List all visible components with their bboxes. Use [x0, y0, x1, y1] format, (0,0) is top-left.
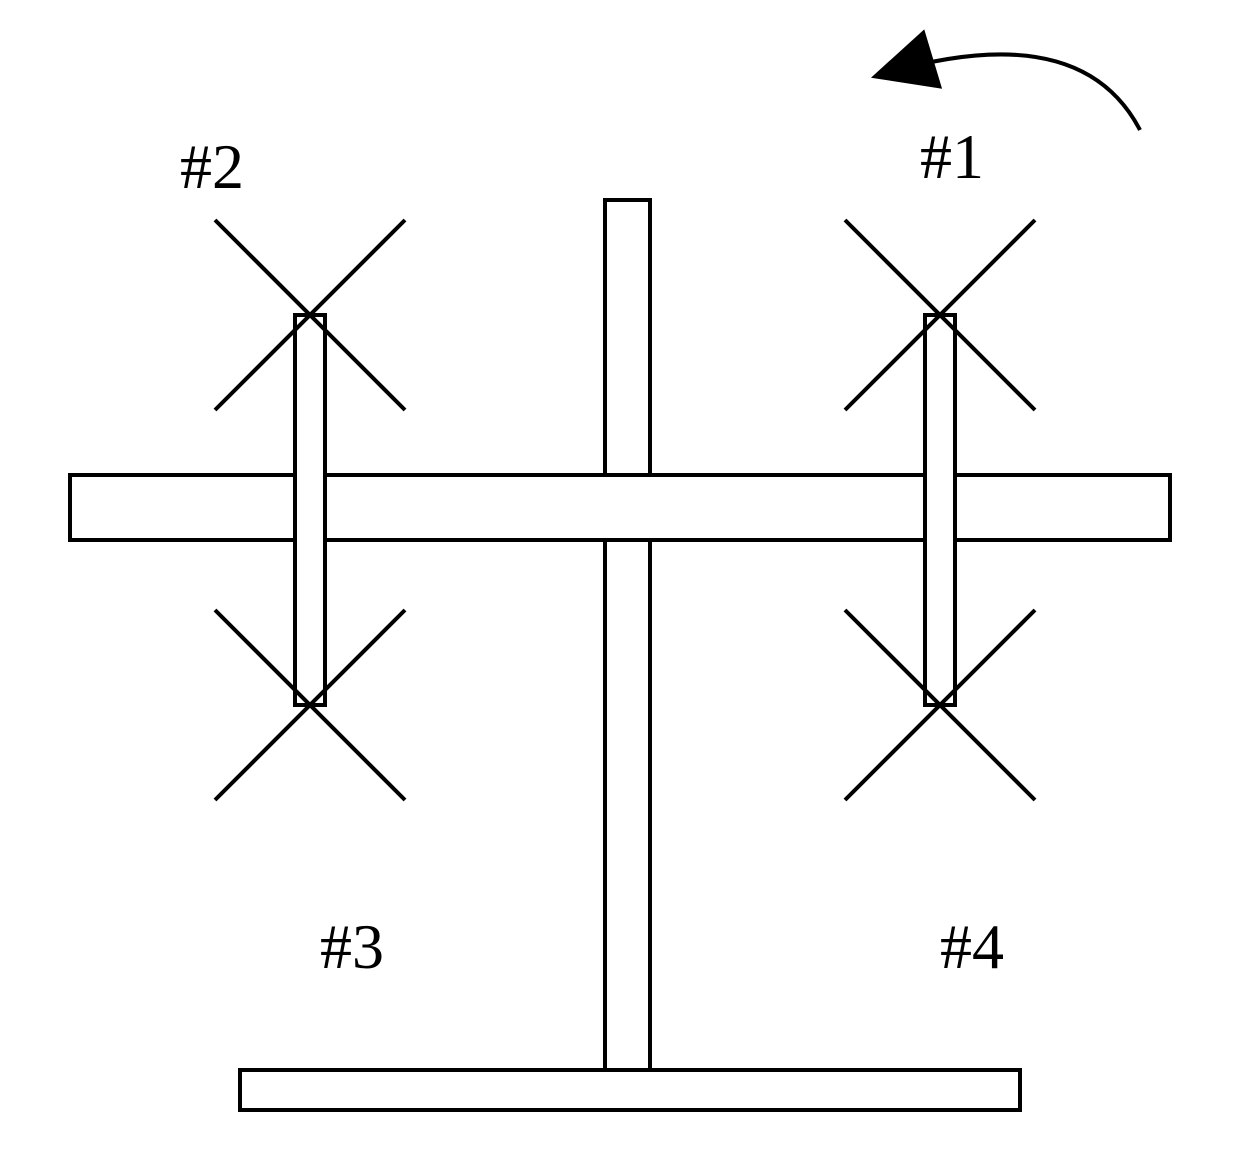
label-2: #2 — [180, 130, 244, 204]
label-3: #3 — [320, 910, 384, 984]
vertical-post — [605, 200, 650, 1070]
label-4: #4 — [940, 910, 1004, 984]
horizontal-arm — [70, 475, 1170, 540]
rotation-arrow-head — [872, 30, 941, 88]
rotor-left-bar — [295, 315, 325, 705]
rotor-right-bar — [925, 315, 955, 705]
label-1: #1 — [920, 120, 984, 194]
base-bar — [240, 1070, 1020, 1110]
